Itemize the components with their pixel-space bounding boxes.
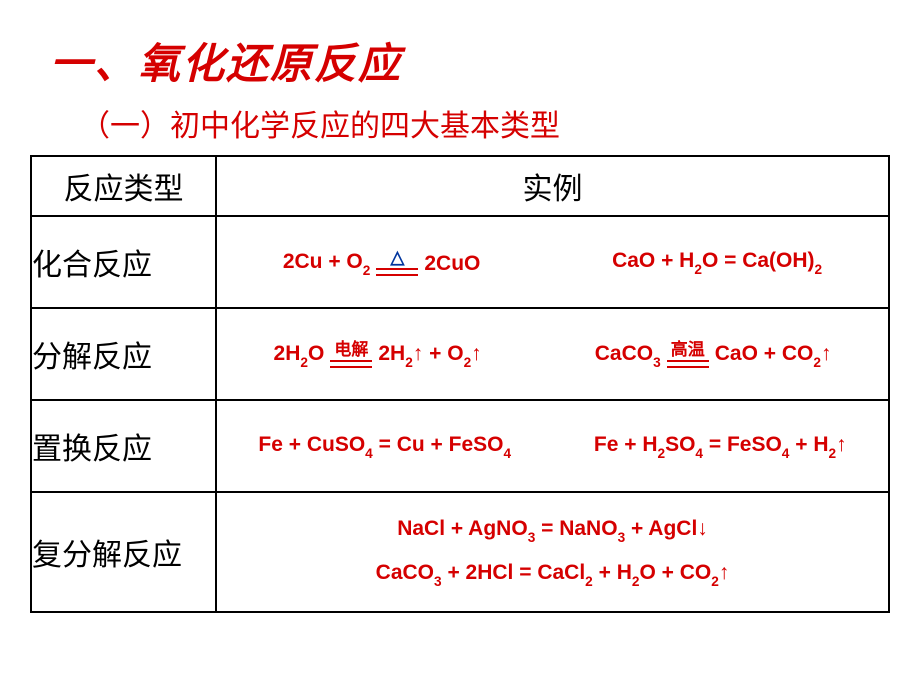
equation: 2Cu + O2 △ 2CuO [283, 248, 481, 276]
table-row: 复分解反应 NaCl + AgNO3 = NaNO3 + AgCl↓ CaCO3… [31, 492, 889, 612]
eq-sign: 电解 [330, 341, 372, 368]
example-row: 2H2O 电解 2H2↑ + O2↑ CaCO3 高温 CaO [217, 341, 888, 368]
eq-plain: Fe + H2SO4 = FeSO4 + H2↑ [594, 433, 847, 459]
equation: Fe + CuSO4 = Cu + FeSO4 [258, 433, 511, 459]
example-row: Fe + CuSO4 = Cu + FeSO4 Fe + H2SO4 = FeS… [217, 433, 888, 459]
eq-lhs: 2Cu + O2 [283, 250, 371, 276]
slide-page: 一、氧化还原反应 （一）初中化学反应的四大基本类型 反应类型 实例 化合反应 2… [0, 0, 920, 690]
equation: CaCO3 + 2HCl = CaCl2 + H2O + CO2↑ [376, 561, 730, 587]
double-line-icon [330, 360, 372, 368]
table-header-row: 反应类型 实例 [31, 156, 889, 216]
main-title: 一、氧化还原反应 [50, 30, 890, 91]
table-row: 化合反应 2Cu + O2 △ 2CuO CaO + H2O = Ca(OH)2 [31, 216, 889, 308]
double-line-icon [376, 268, 418, 276]
eq-rhs: CaO + CO2↑ [715, 342, 832, 368]
eq-plain: CaCO3 + 2HCl = CaCl2 + H2O + CO2↑ [376, 561, 730, 587]
example-cell: Fe + CuSO4 = Cu + FeSO4 Fe + H2SO4 = FeS… [216, 400, 889, 492]
table-row: 分解反应 2H2O 电解 2H2↑ + O2↑ CaCO3 高温 [31, 308, 889, 400]
condition-label: 高温 [671, 341, 705, 358]
equation: 2H2O 电解 2H2↑ + O2↑ [274, 341, 482, 368]
type-cell: 置换反应 [31, 400, 216, 492]
example-cell: 2Cu + O2 △ 2CuO CaO + H2O = Ca(OH)2 [216, 216, 889, 308]
eq-rhs: 2CuO [424, 252, 480, 276]
eq-lhs: 2H2O [274, 342, 325, 368]
type-cell: 分解反应 [31, 308, 216, 400]
header-type: 反应类型 [31, 156, 216, 216]
table-row: 置换反应 Fe + CuSO4 = Cu + FeSO4 Fe + H2SO4 … [31, 400, 889, 492]
eq-plain: NaCl + AgNO3 = NaNO3 + AgCl↓ [397, 517, 708, 543]
sub-title: （一）初中化学反应的四大基本类型 [80, 101, 890, 145]
eq-sign: 高温 [667, 341, 709, 368]
eq-plain: Fe + CuSO4 = Cu + FeSO4 [258, 433, 511, 459]
condition-label: 电解 [334, 341, 368, 358]
example-cell: 2H2O 电解 2H2↑ + O2↑ CaCO3 高温 CaO [216, 308, 889, 400]
eq-lhs: CaCO3 [595, 342, 661, 368]
equation: CaCO3 高温 CaO + CO2↑ [595, 341, 832, 368]
example-cell: NaCl + AgNO3 = NaNO3 + AgCl↓ CaCO3 + 2HC… [216, 492, 889, 612]
eq-sign: △ [376, 248, 418, 276]
eq-rhs: 2H2↑ + O2↑ [378, 342, 481, 368]
reaction-table: 反应类型 实例 化合反应 2Cu + O2 △ 2CuO CaO [30, 155, 890, 613]
eq-plain: CaO + H2O = Ca(OH)2 [612, 249, 822, 275]
type-cell: 复分解反应 [31, 492, 216, 612]
equation: NaCl + AgNO3 = NaNO3 + AgCl↓ [397, 517, 708, 543]
triangle-icon: △ [390, 248, 404, 266]
double-line-icon [667, 360, 709, 368]
example-col: NaCl + AgNO3 = NaNO3 + AgCl↓ CaCO3 + 2HC… [217, 517, 888, 587]
equation: Fe + H2SO4 = FeSO4 + H2↑ [594, 433, 847, 459]
example-row: 2Cu + O2 △ 2CuO CaO + H2O = Ca(OH)2 [217, 248, 888, 276]
equation: CaO + H2O = Ca(OH)2 [612, 249, 822, 275]
type-cell: 化合反应 [31, 216, 216, 308]
header-example: 实例 [216, 156, 889, 216]
